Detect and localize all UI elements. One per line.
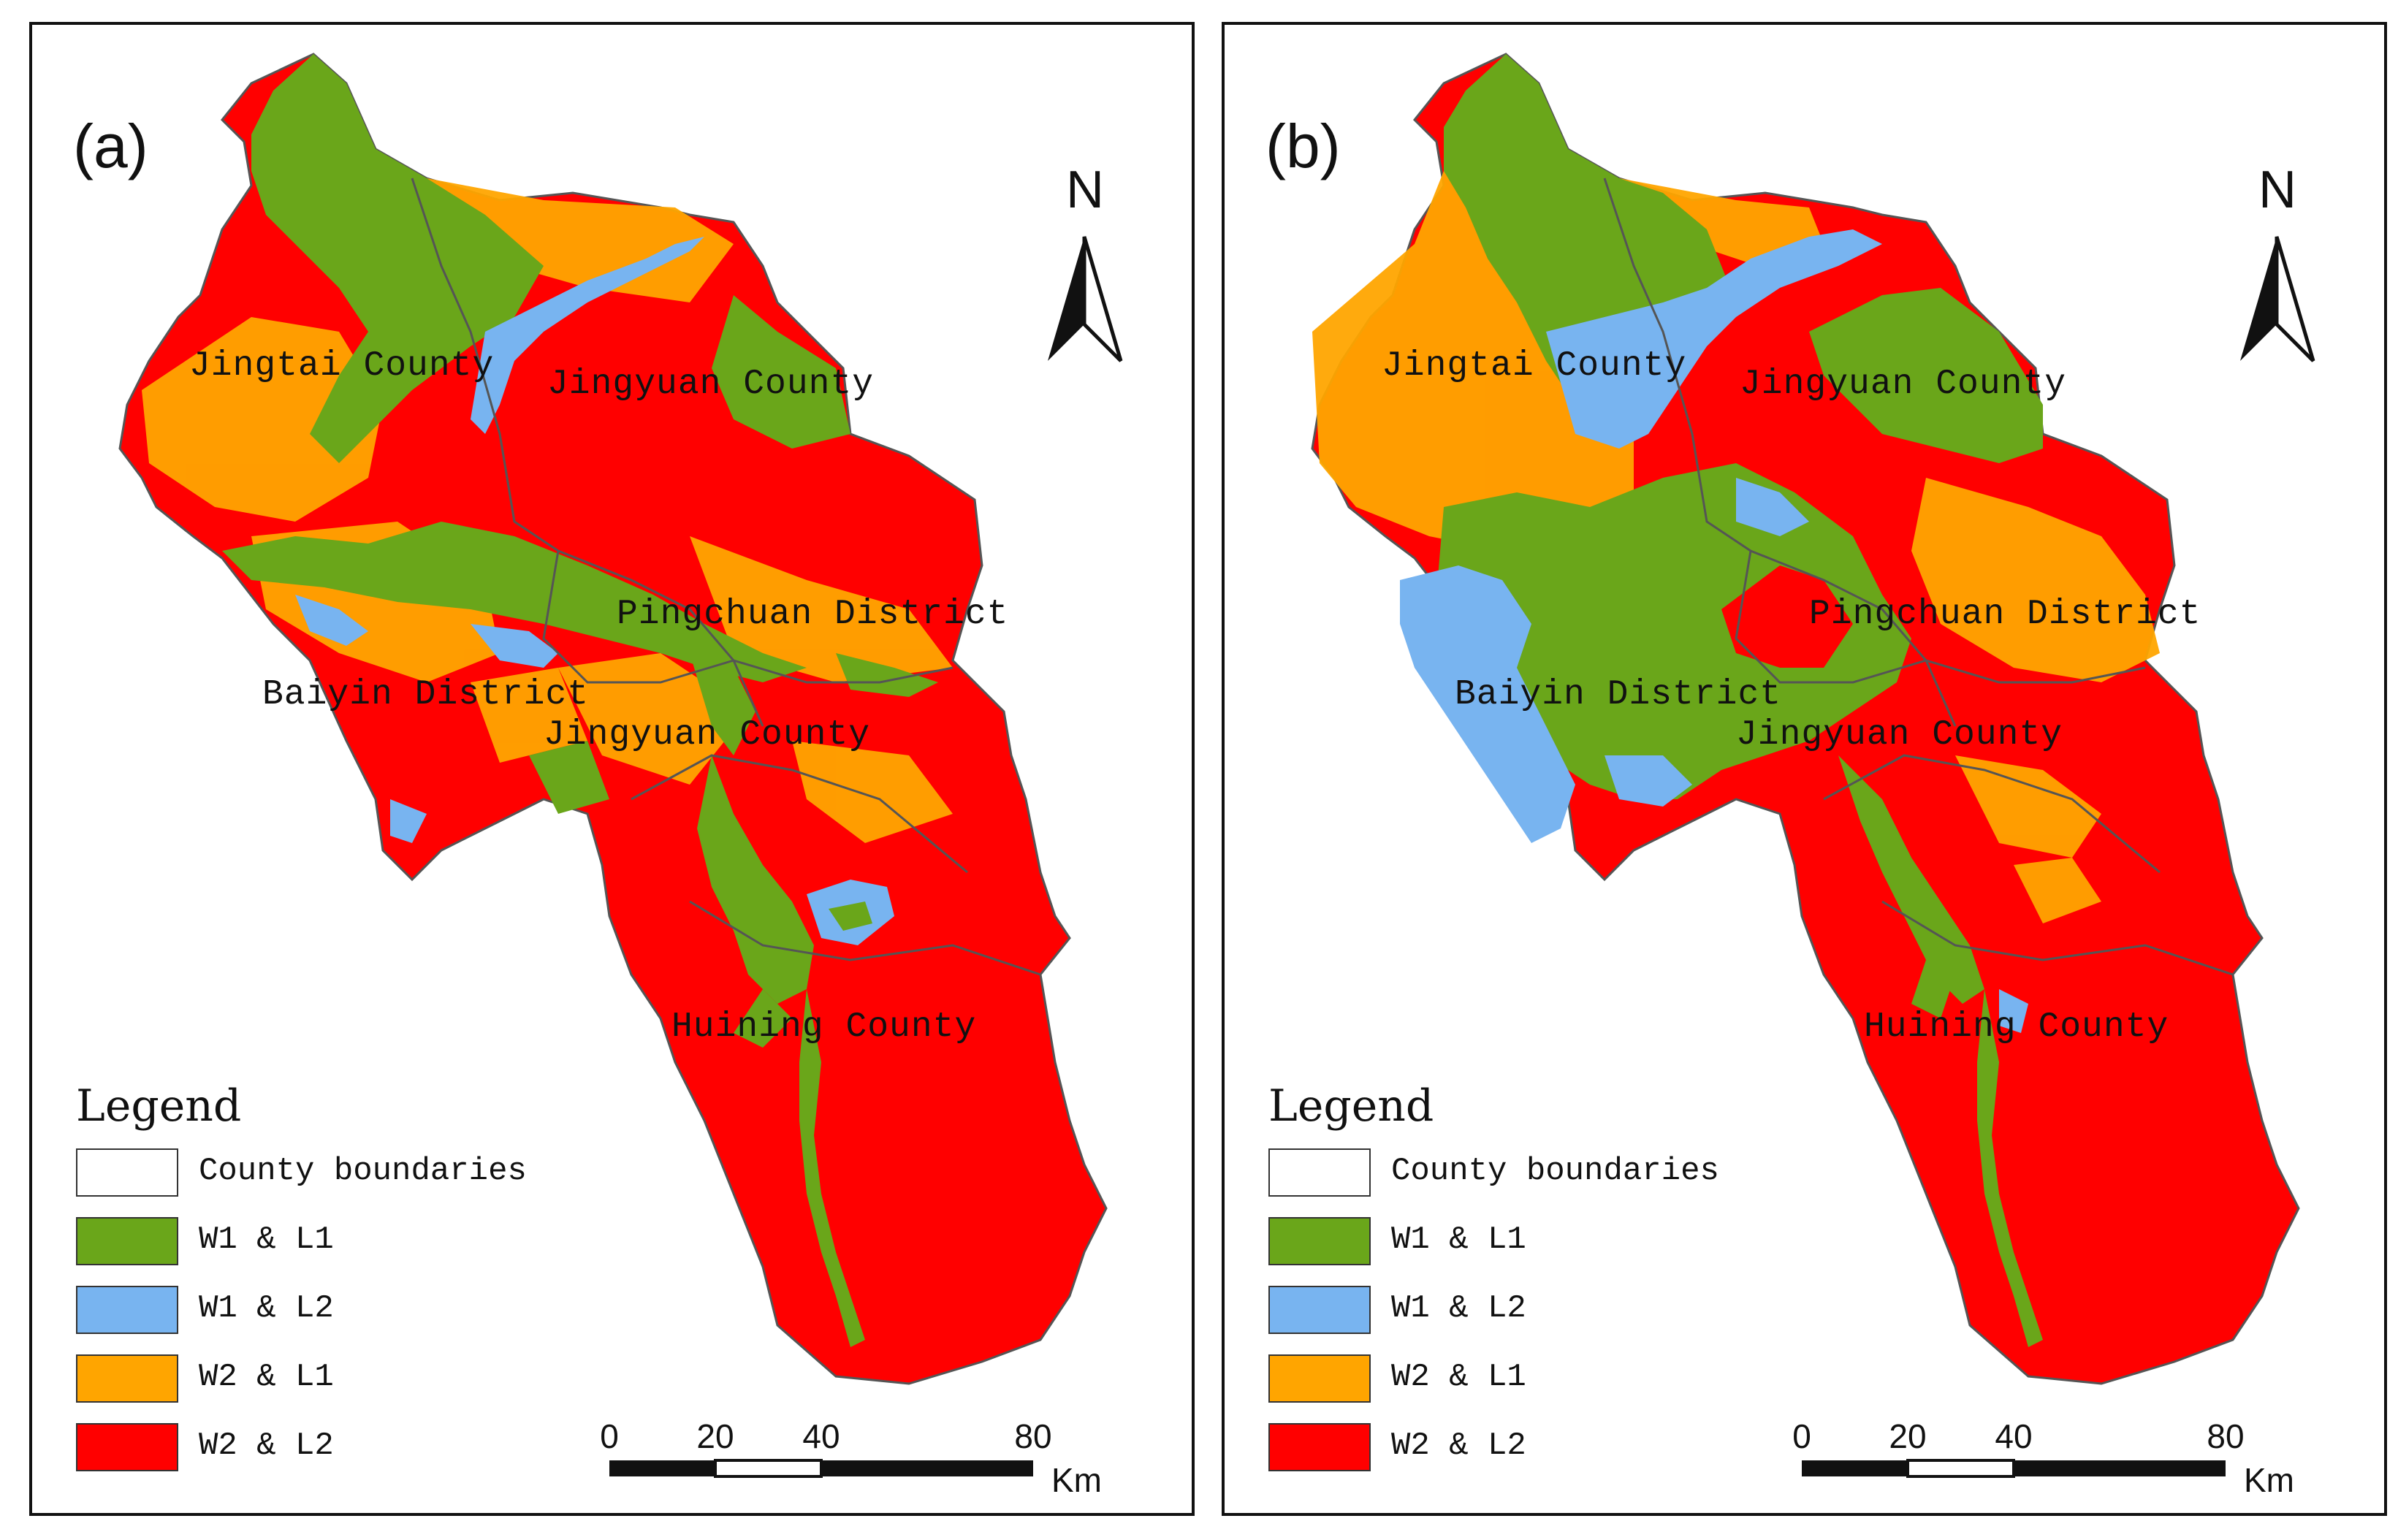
legend-swatch — [76, 1148, 178, 1197]
legend-swatch — [1268, 1217, 1371, 1265]
place-label-jingyuan-north: Jingyuan County — [547, 365, 875, 404]
scale-tick: 0 — [600, 1417, 619, 1455]
county-boundary-lines — [411, 178, 1041, 976]
legend-label: W1 & L2 — [199, 1290, 334, 1327]
legend-title: Legend — [76, 1080, 242, 1132]
blue-zones — [1400, 229, 2028, 1033]
legend-label: County boundaries — [1391, 1153, 1719, 1189]
legend-swatch — [76, 1286, 178, 1334]
scale-bar — [1802, 1459, 2226, 1478]
place-label-pingchuan: Pingchuan District — [617, 595, 1009, 634]
legend-title: Legend — [1268, 1080, 1434, 1132]
legend-swatch — [1268, 1148, 1371, 1197]
place-label-jingyuan-north: Jingyuan County — [1740, 365, 2067, 404]
scale-bar — [609, 1459, 1033, 1478]
panel-label: (b) — [1265, 112, 1341, 180]
place-label-huining: Huining County — [1864, 1007, 2169, 1047]
place-label-jingtai: Jingtai County — [189, 346, 495, 386]
panel-label: (a) — [73, 112, 148, 180]
place-label-pingchuan: Pingchuan District — [1809, 595, 2201, 634]
place-label-baiyin: Baiyin District — [262, 675, 590, 714]
map-panel-a: (a) N Jingtai County Jingyuan County Pin… — [29, 22, 1195, 1516]
scale-unit: Km — [2244, 1461, 2294, 1499]
green-zones — [222, 54, 938, 1347]
north-label: N — [2258, 161, 2296, 219]
scale-tick: 40 — [802, 1417, 840, 1455]
legend-swatch — [1268, 1286, 1371, 1334]
place-label-baiyin: Baiyin District — [1455, 675, 1782, 714]
scale-tick: 20 — [1889, 1417, 1927, 1455]
legend-label: W2 & L2 — [199, 1427, 334, 1464]
scale-tick: 20 — [696, 1417, 734, 1455]
green-zones — [1436, 54, 2043, 1347]
legend-label: W1 & L1 — [199, 1221, 334, 1258]
north-label: N — [1066, 161, 1104, 219]
map-panel-b: (b) N Jingtai County Jingyuan County Pin… — [1222, 22, 2387, 1516]
place-label-jingyuan-south: Jingyuan County — [1736, 715, 2063, 755]
scale-tick: 80 — [1014, 1417, 1052, 1455]
legend-label: W2 & L2 — [1391, 1427, 1526, 1464]
map-b-graphic — [1311, 53, 2315, 1478]
scale-tick: 80 — [2207, 1417, 2245, 1455]
north-arrow-icon — [2240, 236, 2315, 362]
map-a-graphic — [118, 53, 1123, 1478]
place-label-huining: Huining County — [671, 1007, 977, 1047]
legend-swatch — [76, 1217, 178, 1265]
scale-unit: Km — [1051, 1461, 1102, 1499]
legend-swatch — [1268, 1423, 1371, 1471]
legend-label: W2 & L1 — [199, 1359, 334, 1395]
scale-tick: 0 — [1792, 1417, 1811, 1455]
north-arrow-icon — [1048, 236, 1123, 362]
legend-swatch — [1268, 1354, 1371, 1403]
scale-tick: 40 — [1995, 1417, 2033, 1455]
legend-label: W2 & L1 — [1391, 1359, 1526, 1395]
place-label-jingtai: Jingtai County — [1382, 346, 1687, 386]
legend-swatch — [76, 1423, 178, 1471]
place-label-jingyuan-south: Jingyuan County — [544, 715, 871, 755]
legend-label: County boundaries — [199, 1153, 527, 1189]
legend-label: W1 & L1 — [1391, 1221, 1526, 1258]
legend-swatch — [76, 1354, 178, 1403]
county-boundary-lines — [1603, 178, 2234, 976]
legend-label: W1 & L2 — [1391, 1290, 1526, 1327]
